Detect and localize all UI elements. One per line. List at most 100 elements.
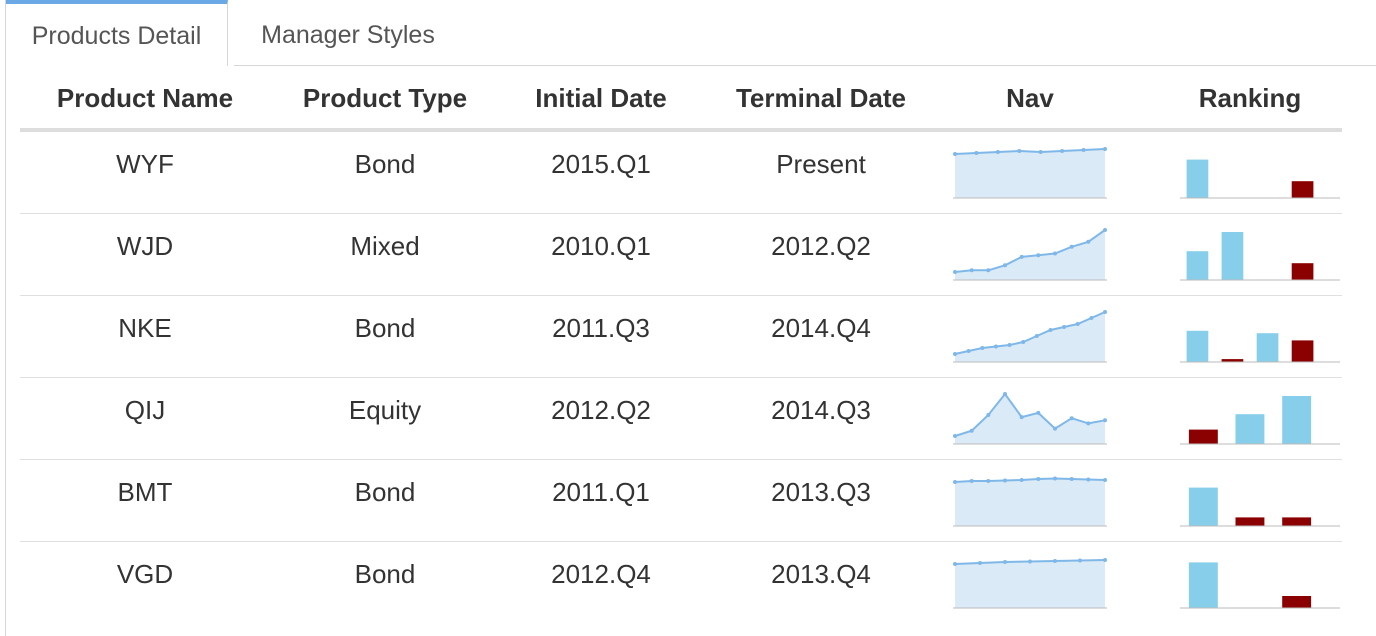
- table-row[interactable]: BMT Bond 2011.Q1 2013.Q3: [20, 460, 1342, 542]
- nav-point: [1053, 476, 1057, 481]
- nav-point: [1036, 253, 1041, 258]
- nav-point: [969, 428, 974, 433]
- cell-product-name: WJD: [116, 231, 174, 261]
- nav-point: [1060, 149, 1065, 153]
- nav-point: [1048, 328, 1053, 332]
- nav-point: [953, 352, 957, 356]
- cell-product-name: VGD: [116, 559, 174, 589]
- ranking-bar: [1282, 517, 1312, 526]
- cell-nav-sparkline: [945, 460, 1115, 542]
- nav-point: [1089, 316, 1094, 320]
- ranking-bars-svg: [1180, 396, 1340, 445]
- cell-product-name: QIJ: [124, 395, 166, 425]
- nav-point: [1036, 477, 1041, 481]
- nav-sparkline-svg: [953, 147, 1107, 199]
- nav-point: [1103, 147, 1107, 151]
- cell-product-name: BMT: [117, 477, 173, 507]
- cell-product-type: Mixed: [350, 231, 420, 261]
- nav-point: [1103, 228, 1107, 232]
- tab-products-detail[interactable]: Products Detail: [6, 0, 228, 66]
- nav-point: [1003, 478, 1007, 483]
- tab-bar: Products Detail Manager Styles: [6, 0, 1376, 66]
- nav-point: [986, 413, 991, 417]
- ranking-bars-svg: [1180, 159, 1340, 199]
- table-row[interactable]: WYF Bond 2015.Q1 Present: [20, 132, 1342, 214]
- nav-line: [954, 229, 1106, 273]
- ranking-bar: [1188, 487, 1218, 526]
- nav-point: [1086, 477, 1091, 482]
- cell-initial-date: 2012.Q2: [551, 395, 651, 425]
- ranking-bar: [1291, 340, 1314, 362]
- ranking-bar: [1188, 429, 1218, 444]
- nav-sparkline-svg: [953, 228, 1107, 281]
- ranking-bar: [1221, 232, 1244, 280]
- nav-point: [953, 152, 957, 156]
- cell-ranking-bars: [1160, 542, 1340, 624]
- nav-sparkline-svg: [953, 476, 1107, 527]
- nav-sparkline-svg: [953, 310, 1107, 363]
- cell-nav-sparkline: [945, 132, 1115, 214]
- nav-area-fill: [955, 394, 1105, 444]
- cell-nav-sparkline: [945, 542, 1115, 624]
- header-product-name[interactable]: Product Name: [56, 83, 234, 113]
- nav-point: [1053, 559, 1057, 563]
- ranking-bars-svg: [1180, 330, 1340, 363]
- ranking-bars-svg: [1180, 487, 1340, 527]
- nav-point: [1017, 149, 1022, 153]
- cell-nav-sparkline: [945, 296, 1115, 378]
- nav-point: [966, 349, 971, 353]
- nav-point: [1021, 340, 1026, 344]
- nav-point: [1019, 478, 1024, 482]
- nav-point: [1053, 251, 1057, 256]
- ranking-bar: [1282, 396, 1312, 444]
- cell-initial-date: 2011.Q3: [552, 313, 650, 343]
- nav-point: [1078, 558, 1082, 563]
- nav-line: [954, 392, 1106, 437]
- nav-point: [1038, 150, 1043, 154]
- ranking-bars-svg: [1180, 232, 1340, 281]
- header-terminal-date[interactable]: Terminal Date: [735, 83, 906, 113]
- ranking-bar: [1188, 562, 1218, 608]
- nav-area-fill: [955, 149, 1105, 198]
- header-product-type[interactable]: Product Type: [302, 83, 468, 113]
- nav-point: [1003, 392, 1007, 396]
- cell-initial-date: 2011.Q1: [552, 477, 650, 507]
- ranking-bar: [1291, 181, 1314, 198]
- tab-manager-styles[interactable]: Manager Styles: [261, 21, 435, 49]
- nav-point: [1069, 244, 1074, 249]
- nav-area-fill: [955, 560, 1105, 608]
- ranking-bar: [1282, 596, 1312, 608]
- nav-point: [1086, 239, 1091, 244]
- nav-point: [1036, 410, 1041, 415]
- table-row[interactable]: VGD Bond 2012.Q4 2013.Q4: [20, 542, 1342, 624]
- cell-ranking-bars: [1160, 214, 1340, 296]
- nav-area-fill: [955, 478, 1105, 526]
- table-row[interactable]: NKE Bond 2011.Q3 2014.Q4: [20, 296, 1342, 378]
- nav-point: [1062, 325, 1067, 329]
- nav-point: [1007, 343, 1012, 347]
- nav-point: [1003, 560, 1007, 564]
- nav-sparkline-svg: [953, 392, 1107, 445]
- header-ranking[interactable]: Ranking: [1198, 83, 1302, 113]
- header-nav[interactable]: Nav: [1006, 83, 1054, 113]
- ranking-bar: [1186, 251, 1209, 280]
- ranking-bar: [1186, 159, 1209, 198]
- cell-product-type: Bond: [354, 149, 416, 179]
- table-header-row: Product Name Product Type Initial Date T…: [20, 66, 1342, 132]
- table-row[interactable]: QIJ Equity 2012.Q2 2014.Q3: [20, 378, 1342, 460]
- table-row[interactable]: WJD Mixed 2010.Q1 2012.Q2: [20, 214, 1342, 296]
- cell-terminal-date: 2013.Q4: [771, 559, 871, 589]
- nav-point: [1003, 263, 1007, 268]
- nav-point: [986, 479, 991, 483]
- cell-ranking-bars: [1160, 460, 1340, 542]
- nav-point: [969, 268, 974, 273]
- nav-point: [1019, 415, 1024, 420]
- nav-sparkline-svg: [953, 558, 1107, 609]
- header-initial-date[interactable]: Initial Date: [535, 83, 667, 113]
- nav-point: [1019, 254, 1024, 259]
- ranking-bar: [1221, 359, 1244, 362]
- nav-line: [954, 148, 1106, 155]
- nav-point: [953, 434, 957, 438]
- cell-product-type: Bond: [354, 477, 416, 507]
